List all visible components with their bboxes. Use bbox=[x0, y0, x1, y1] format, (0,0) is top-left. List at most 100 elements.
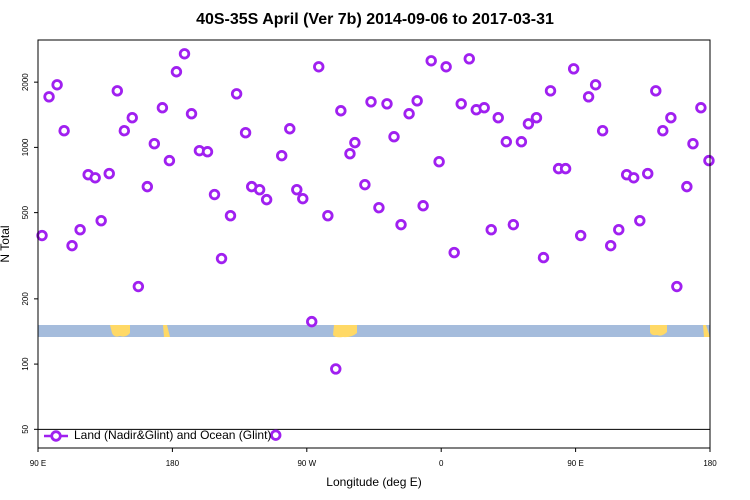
plot-frame bbox=[37, 39, 711, 449]
point bbox=[118, 124, 131, 137]
y-tick-label: 100 bbox=[21, 357, 30, 371]
point bbox=[170, 66, 183, 78]
y-tick-label: 200 bbox=[21, 292, 30, 306]
point bbox=[507, 218, 520, 231]
point bbox=[642, 167, 654, 180]
x-axis-label: Longitude (deg E) bbox=[326, 475, 421, 489]
point bbox=[58, 124, 70, 137]
point bbox=[74, 224, 86, 236]
y-tick-label: 50 bbox=[21, 424, 30, 433]
point bbox=[253, 183, 266, 196]
y-tick-label: 500 bbox=[21, 205, 30, 219]
point bbox=[103, 167, 115, 180]
point bbox=[681, 180, 693, 193]
point bbox=[270, 429, 282, 441]
point bbox=[313, 61, 325, 73]
point bbox=[230, 88, 243, 100]
point bbox=[500, 136, 513, 148]
y-tick-label: 1000 bbox=[21, 138, 30, 156]
point bbox=[208, 188, 221, 201]
point bbox=[322, 209, 334, 222]
point bbox=[163, 154, 176, 167]
legend-label: Land (Nadir&Glint) and Ocean (Glint) bbox=[74, 428, 271, 442]
x-tick-label: 0 bbox=[439, 459, 444, 468]
x-tick-label: 90 E bbox=[567, 459, 583, 468]
point bbox=[239, 126, 252, 139]
point bbox=[627, 172, 640, 184]
point bbox=[365, 96, 377, 108]
point bbox=[574, 229, 587, 242]
point bbox=[596, 124, 609, 137]
point bbox=[43, 91, 55, 103]
point bbox=[359, 178, 371, 191]
point bbox=[530, 111, 543, 124]
point bbox=[485, 224, 497, 236]
point bbox=[657, 124, 669, 137]
x-tick-label: 90 E bbox=[30, 459, 46, 468]
point bbox=[522, 118, 535, 130]
point bbox=[671, 280, 683, 293]
y-axis-label: N Total bbox=[0, 225, 12, 262]
y-tick-label: 2000 bbox=[21, 73, 30, 91]
x-tick-label: 180 bbox=[166, 459, 180, 468]
point bbox=[201, 146, 214, 158]
point bbox=[126, 111, 138, 124]
point bbox=[403, 108, 415, 120]
point bbox=[132, 280, 145, 293]
point bbox=[66, 239, 78, 252]
point bbox=[148, 137, 161, 150]
point bbox=[425, 55, 437, 67]
point bbox=[589, 79, 602, 91]
point bbox=[335, 105, 347, 117]
point bbox=[260, 193, 273, 206]
point bbox=[613, 224, 625, 236]
point bbox=[215, 252, 228, 265]
point bbox=[515, 136, 528, 148]
point bbox=[537, 251, 550, 264]
point bbox=[650, 85, 662, 97]
point bbox=[381, 98, 393, 110]
point bbox=[448, 246, 460, 259]
point bbox=[373, 201, 385, 214]
point bbox=[559, 162, 572, 175]
map-strip bbox=[38, 325, 710, 338]
point bbox=[544, 85, 557, 97]
point bbox=[156, 102, 169, 114]
point bbox=[185, 108, 198, 120]
point bbox=[703, 154, 715, 167]
point bbox=[687, 137, 699, 150]
point bbox=[604, 239, 617, 252]
point bbox=[463, 53, 475, 65]
point bbox=[178, 48, 191, 60]
point bbox=[95, 214, 107, 227]
point bbox=[695, 102, 707, 114]
point bbox=[349, 136, 361, 149]
plot-area: 50 100 200 500 1000 2000 90 E 180 90 W 0 90 E 180 bbox=[21, 48, 717, 468]
point bbox=[344, 148, 356, 160]
point bbox=[492, 111, 504, 124]
point bbox=[291, 183, 303, 196]
point bbox=[582, 91, 595, 103]
point bbox=[89, 172, 101, 184]
point bbox=[478, 102, 490, 114]
point bbox=[51, 79, 63, 91]
point bbox=[440, 61, 452, 73]
point bbox=[567, 63, 580, 75]
point bbox=[111, 85, 123, 97]
chart-title: 40S-35S April (Ver 7b) 2014-09-06 to 201… bbox=[196, 11, 554, 28]
point bbox=[36, 229, 48, 242]
point bbox=[665, 111, 677, 124]
point bbox=[455, 98, 467, 110]
point bbox=[411, 95, 423, 107]
point bbox=[284, 123, 296, 135]
point bbox=[141, 180, 154, 193]
x-tick-label: 180 bbox=[703, 459, 717, 468]
point bbox=[417, 200, 429, 212]
point bbox=[433, 155, 445, 168]
point bbox=[306, 315, 318, 328]
point bbox=[224, 209, 237, 222]
point bbox=[388, 131, 400, 143]
point bbox=[634, 214, 646, 227]
